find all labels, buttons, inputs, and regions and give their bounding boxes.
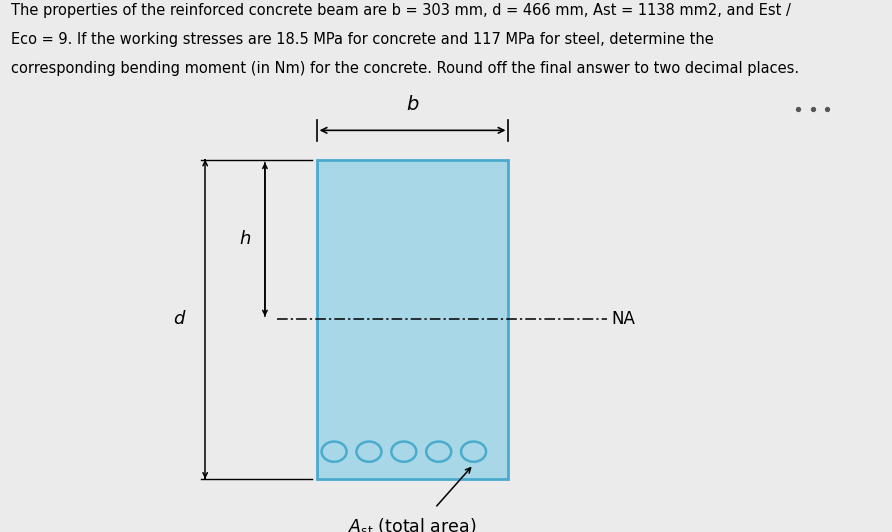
Text: $A_{\mathrm{st}}$ (total area): $A_{\mathrm{st}}$ (total area) [349, 516, 476, 532]
Text: $d$: $d$ [173, 310, 187, 328]
Ellipse shape [426, 442, 451, 462]
Ellipse shape [322, 442, 347, 462]
Text: $h$: $h$ [239, 230, 252, 248]
Ellipse shape [392, 442, 417, 462]
Text: corresponding bending moment (in Nm) for the concrete. Round off the final answe: corresponding bending moment (in Nm) for… [11, 61, 799, 76]
Text: The properties of the reinforced concrete beam are b = 303 mm, d = 466 mm, Ast =: The properties of the reinforced concret… [11, 3, 790, 18]
Text: NA: NA [611, 310, 635, 328]
Ellipse shape [461, 442, 486, 462]
Ellipse shape [357, 442, 382, 462]
Bar [317, 160, 508, 479]
Text: Eco = 9. If the working stresses are 18.5 MPa for concrete and 117 MPa for steel: Eco = 9. If the working stresses are 18.… [11, 32, 714, 47]
Text: $b$: $b$ [406, 95, 419, 114]
